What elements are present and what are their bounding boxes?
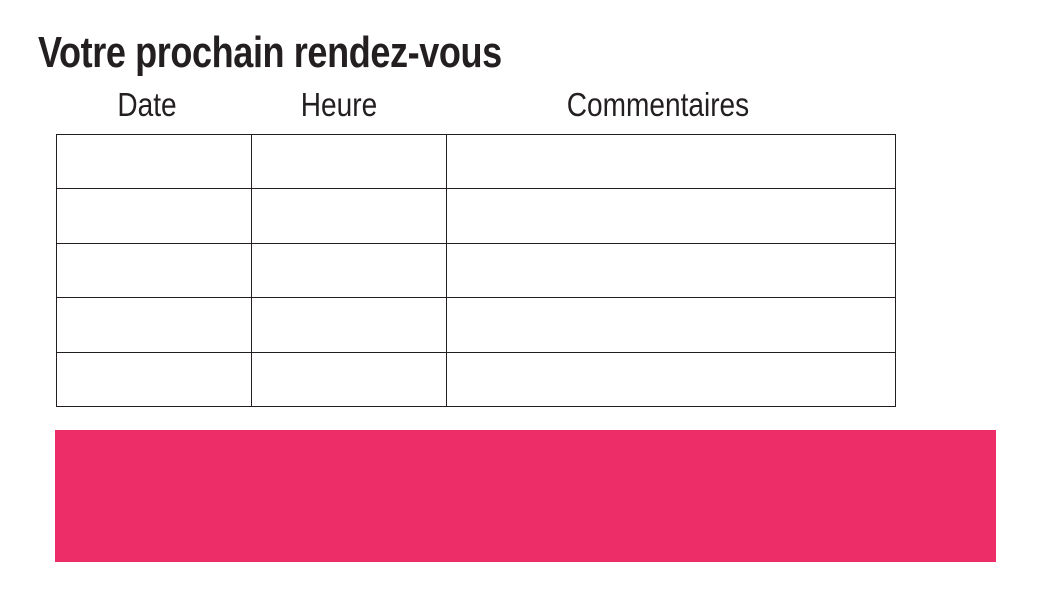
table-cell-commentaires — [446, 297, 896, 353]
highlight-block — [55, 430, 996, 562]
table-cell-commentaires — [446, 242, 896, 299]
table-cell-commentaires — [446, 351, 896, 408]
table-row — [56, 351, 896, 408]
table-row — [56, 242, 896, 299]
table-row — [56, 188, 896, 244]
table-cell-date — [56, 242, 252, 299]
table-cell-date — [56, 297, 252, 353]
column-header-date: Date — [117, 86, 177, 123]
table-cell-heure — [251, 133, 447, 190]
page-title: Votre prochain rendez-vous — [38, 28, 502, 77]
appointments-table — [56, 133, 896, 408]
table-cell-date — [56, 188, 252, 244]
table-cell-heure — [251, 242, 447, 299]
table-cell-date — [56, 351, 252, 408]
table-row — [56, 133, 896, 190]
column-header-commentaires: Commentaires — [566, 86, 750, 123]
table-row — [56, 297, 896, 353]
table-cell-heure — [251, 297, 447, 353]
table-cell-date — [56, 133, 252, 190]
table-cell-heure — [251, 188, 447, 244]
table-cell-commentaires — [446, 188, 896, 244]
table-cell-heure — [251, 351, 447, 408]
column-header-heure: Heure — [300, 86, 378, 123]
table-cell-commentaires — [446, 133, 896, 190]
